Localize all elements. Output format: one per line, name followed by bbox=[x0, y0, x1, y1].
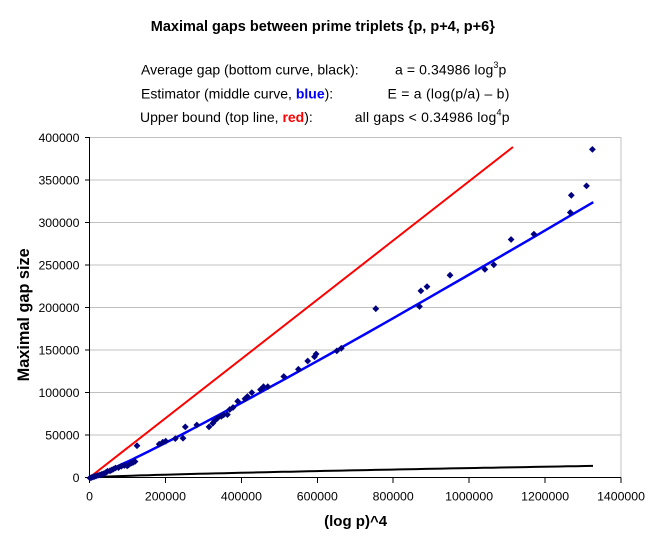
svg-text:Average gap (bottom curve, bla: Average gap (bottom curve, black): bbox=[141, 61, 359, 77]
svg-text:1000000: 1000000 bbox=[445, 490, 493, 504]
svg-text:400000: 400000 bbox=[221, 490, 262, 504]
svg-text:50000: 50000 bbox=[45, 428, 79, 442]
svg-text:600000: 600000 bbox=[297, 490, 338, 504]
svg-text:200000: 200000 bbox=[145, 490, 186, 504]
svg-text:150000: 150000 bbox=[38, 343, 79, 357]
svg-text:1200000: 1200000 bbox=[521, 490, 569, 504]
svg-text:Maximal gaps between prime tri: Maximal gaps between prime triplets {p, … bbox=[151, 19, 495, 35]
svg-text:a = 0.34986 log3p: a = 0.34986 log3p bbox=[395, 60, 507, 78]
svg-text:Estimator (middle curve, blue): Estimator (middle curve, blue): bbox=[141, 85, 333, 101]
svg-text:1400000: 1400000 bbox=[597, 490, 645, 504]
svg-text:200000: 200000 bbox=[38, 301, 79, 315]
svg-text:400000: 400000 bbox=[38, 131, 79, 145]
svg-text:(log p)^4: (log p)^4 bbox=[324, 513, 388, 530]
svg-text:E = a (log(p/a) – b): E = a (log(p/a) – b) bbox=[388, 85, 510, 101]
svg-text:350000: 350000 bbox=[38, 173, 79, 187]
svg-text:0: 0 bbox=[86, 490, 93, 504]
svg-text:all gaps < 0.34986 log4p: all gaps < 0.34986 log4p bbox=[355, 107, 510, 125]
svg-text:Upper bound (top line, red):: Upper bound (top line, red): bbox=[140, 109, 313, 125]
svg-text:0: 0 bbox=[73, 471, 80, 485]
svg-text:300000: 300000 bbox=[38, 216, 79, 230]
svg-text:Maximal gap size: Maximal gap size bbox=[15, 248, 33, 381]
svg-text:800000: 800000 bbox=[373, 490, 414, 504]
svg-text:100000: 100000 bbox=[38, 386, 79, 400]
svg-text:250000: 250000 bbox=[38, 258, 79, 272]
